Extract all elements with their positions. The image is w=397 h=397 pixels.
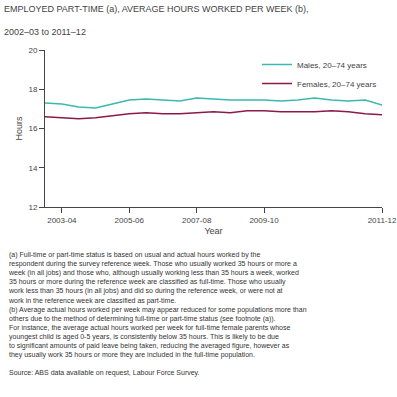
svg-text:20: 20 bbox=[28, 46, 37, 55]
svg-text:16: 16 bbox=[28, 124, 37, 133]
svg-text:Hours: Hours bbox=[14, 116, 24, 141]
svg-text:Females, 20–74 years: Females, 20–74 years bbox=[297, 80, 376, 89]
svg-text:2003-04: 2003-04 bbox=[47, 216, 77, 225]
svg-text:Year: Year bbox=[204, 226, 222, 236]
svg-text:2002–03 to 2011–12: 2002–03 to 2011–12 bbox=[4, 27, 86, 37]
svg-text:14: 14 bbox=[28, 164, 37, 173]
svg-text:2005-06: 2005-06 bbox=[115, 216, 145, 225]
svg-text:18: 18 bbox=[28, 85, 37, 94]
svg-text:2007-08: 2007-08 bbox=[182, 216, 212, 225]
svg-text:(a) Full-time or part-time sta: (a) Full-time or part-time status is bas… bbox=[8, 251, 307, 377]
svg-text:2011-12: 2011-12 bbox=[368, 216, 397, 225]
svg-text:2009-10: 2009-10 bbox=[249, 216, 279, 225]
svg-text:12: 12 bbox=[28, 203, 37, 212]
svg-text:Males, 20–74 years: Males, 20–74 years bbox=[297, 61, 367, 70]
svg-text:EMPLOYED PART-TIME (a), AVERAG: EMPLOYED PART-TIME (a), AVERAGE HOURS WO… bbox=[4, 4, 309, 14]
